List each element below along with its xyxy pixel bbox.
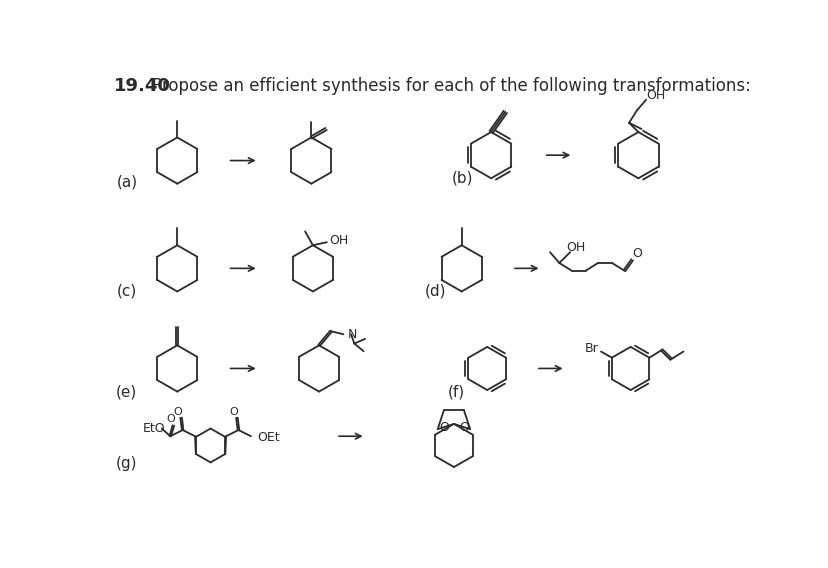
Text: (g): (g) bbox=[116, 456, 137, 471]
Text: OH: OH bbox=[566, 241, 585, 254]
Text: Propose an efficient synthesis for each of the following transformations:: Propose an efficient synthesis for each … bbox=[152, 77, 749, 95]
Text: (a): (a) bbox=[116, 174, 137, 190]
Text: O: O bbox=[439, 421, 448, 434]
Text: OEt: OEt bbox=[257, 431, 279, 444]
Text: EtO: EtO bbox=[142, 422, 165, 435]
Text: (e): (e) bbox=[116, 384, 137, 399]
Text: O: O bbox=[229, 407, 238, 416]
Text: O: O bbox=[173, 407, 182, 416]
Text: (d): (d) bbox=[424, 284, 445, 299]
Text: N: N bbox=[347, 328, 356, 341]
Text: 19.40: 19.40 bbox=[113, 77, 171, 95]
Text: O: O bbox=[166, 414, 175, 424]
Text: (c): (c) bbox=[117, 284, 137, 299]
Text: (f): (f) bbox=[447, 384, 465, 399]
Text: O: O bbox=[459, 421, 469, 434]
Text: Br: Br bbox=[584, 342, 598, 355]
Text: OH: OH bbox=[645, 89, 664, 102]
Text: O: O bbox=[631, 247, 641, 260]
Text: (b): (b) bbox=[451, 171, 473, 186]
Text: OH: OH bbox=[330, 234, 349, 247]
